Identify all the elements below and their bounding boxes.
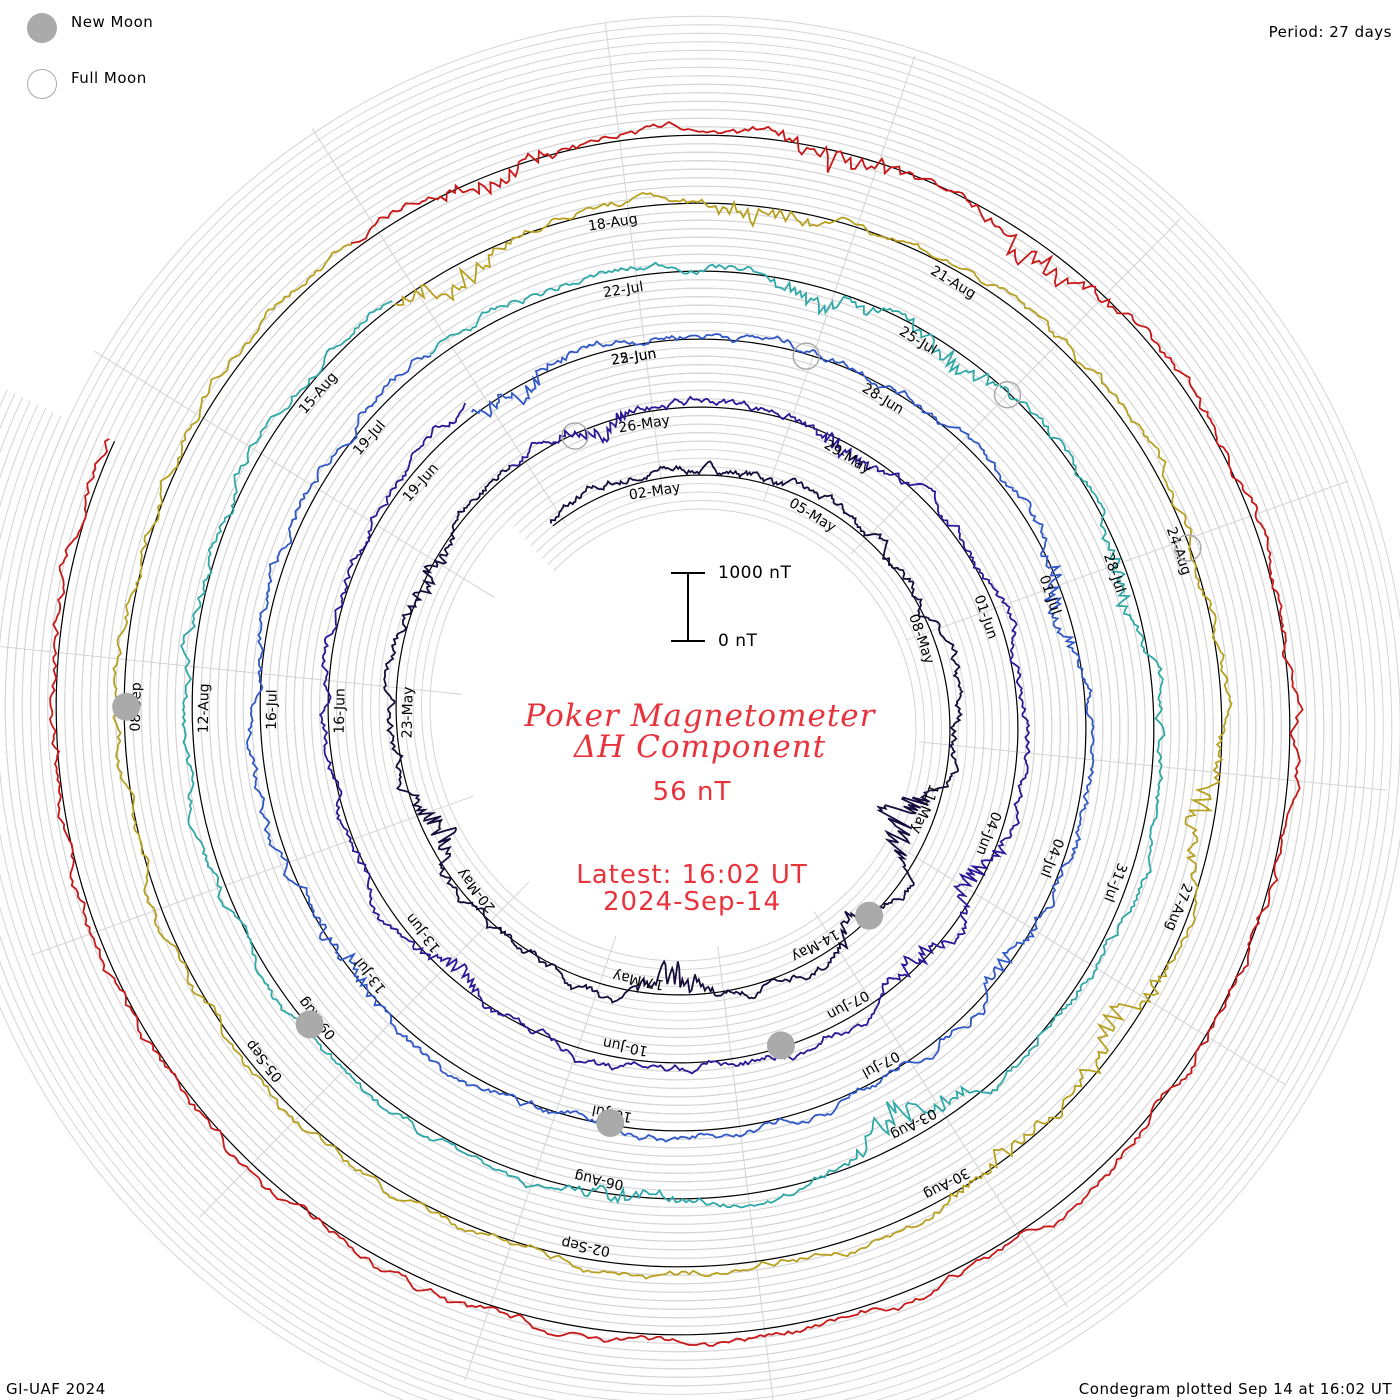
legend-new-moon: New Moon (27, 13, 153, 43)
grid-ring (0, 32, 1393, 1400)
tick-label: 16-Jul (264, 689, 281, 730)
legend-new-moon-label: New Moon (71, 13, 154, 31)
chart-title: Poker Magnetometer (524, 698, 876, 734)
grid-ring (0, 49, 1376, 1400)
baseline-spiral (55, 134, 1291, 1336)
tick-label: 01-Jul (1036, 573, 1064, 617)
plotted-label: Condegram plotted Sep 14 at 16:02 UT (1078, 1380, 1392, 1398)
data-traces (49, 120, 1304, 1347)
grid-ring (0, 75, 1350, 1395)
grid-ring (0, 24, 1400, 1400)
baseline-spiral-path (55, 134, 1291, 1336)
grid-spoke (763, 55, 916, 501)
grid-spoke (906, 480, 1349, 641)
legend-full-moon-label: Full Moon (71, 69, 147, 87)
full-moon-marker (792, 342, 820, 370)
grid-ring (0, 41, 1384, 1400)
trace-revolution-1 (383, 460, 964, 1004)
trace-revolution-6 (49, 120, 1304, 1347)
full-moon-icon (27, 69, 57, 99)
tick-label: 04-Jun (973, 809, 1004, 857)
grid-spoke (0, 646, 462, 695)
full-moon-marker (561, 422, 589, 450)
tick-label: 12-Aug (196, 683, 213, 733)
new-moon-marker (855, 901, 884, 930)
grid-spoke (885, 838, 1287, 1086)
full-moon-marker (1174, 534, 1202, 562)
tick-label: 01-Jun (970, 593, 1000, 641)
tick-label: 22-Jul (602, 279, 645, 301)
tick-label: 25-Jun (610, 346, 657, 369)
tick-label: 07-Jul (859, 1047, 902, 1081)
scale-bottom-label: 0 nT (718, 631, 758, 651)
tick-label: 25-Jul (896, 324, 939, 359)
new-moon-marker (766, 1031, 795, 1060)
trace-revolution-3 (245, 333, 1095, 1143)
chart-subtitle: ΔH Component (573, 729, 827, 765)
new-moon-icon (27, 13, 57, 43)
scale-bar (671, 572, 705, 642)
grid-ring (0, 58, 1367, 1400)
tick-label: 07-Jun (824, 987, 872, 1023)
grid-spoke (31, 795, 474, 956)
new-moon-marker (112, 692, 141, 721)
trace-revolution-5 (112, 191, 1233, 1280)
grid-spoke (311, 128, 567, 525)
trace-revolution-4 (180, 261, 1166, 1209)
credit-label: GI-UAF 2024 (6, 1380, 106, 1398)
tick-label: 16-Jun (332, 688, 349, 734)
grid-spoke (199, 881, 530, 1218)
tick-label: 18-Aug (587, 211, 639, 235)
tick-label: 22-Jun (610, 346, 657, 369)
latest-time: Latest: 16:02 UT (576, 860, 808, 890)
new-moon-marker (596, 1109, 625, 1138)
full-moon-marker (993, 380, 1022, 409)
current-value: 56 nT (652, 777, 732, 807)
grid-ring (0, 15, 1400, 1400)
new-moon-marker (295, 1010, 324, 1039)
tick-label: 26-May (617, 413, 671, 437)
scale-top-label: 1000 nT (718, 563, 792, 583)
trace-revolution-2 (319, 395, 1031, 1075)
grid-spoke (850, 218, 1181, 555)
grid-spoke (464, 935, 617, 1381)
tick-label: 23-May (400, 686, 417, 738)
tick-label: 02-May (628, 480, 682, 504)
moon-markers (112, 342, 1202, 1138)
grid-spoke (604, 23, 663, 490)
latest-date: 2024-Sep-14 (602, 887, 782, 917)
period-label: Period: 27 days (1268, 23, 1392, 41)
grid-spoke (93, 350, 495, 598)
legend-full-moon: Full Moon (27, 69, 147, 99)
